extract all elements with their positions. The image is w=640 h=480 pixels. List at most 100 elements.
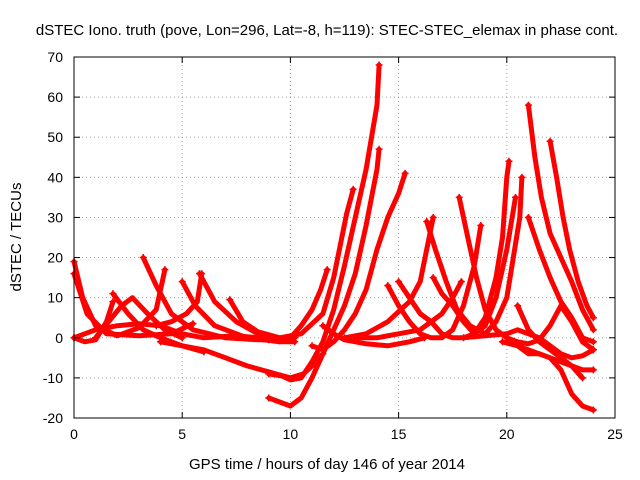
series-start-marker bbox=[384, 282, 392, 290]
series-start-marker bbox=[546, 137, 554, 145]
series-start-marker bbox=[226, 296, 234, 304]
series-end-marker bbox=[375, 61, 383, 69]
x-tick-label: 25 bbox=[607, 426, 623, 442]
series-line bbox=[342, 214, 436, 341]
series-start-marker bbox=[429, 274, 437, 282]
chart-title: dSTEC Iono. truth (pove, Lon=296, Lat=-8… bbox=[36, 22, 618, 39]
series-end-marker bbox=[349, 185, 357, 193]
x-tick-label: 10 bbox=[283, 426, 299, 442]
series-start-marker bbox=[319, 322, 327, 330]
series-start-marker bbox=[395, 278, 403, 286]
series-end-marker bbox=[579, 374, 587, 382]
series-end-marker bbox=[518, 173, 526, 181]
series-line bbox=[547, 138, 596, 321]
series-layer bbox=[70, 61, 597, 414]
series-start-marker bbox=[455, 193, 463, 201]
series-start-marker bbox=[460, 334, 468, 342]
y-tick-label: 0 bbox=[55, 330, 63, 346]
y-tick-label: 50 bbox=[47, 129, 63, 145]
y-tick-label: 70 bbox=[47, 49, 63, 65]
series-end-marker bbox=[189, 320, 197, 328]
y-tick-label: 10 bbox=[47, 290, 63, 306]
series-line bbox=[287, 267, 330, 341]
x-tick-label: 0 bbox=[70, 426, 78, 442]
y-tick-label: 60 bbox=[47, 89, 63, 105]
series-end-marker bbox=[323, 266, 331, 274]
x-tick-label: 15 bbox=[391, 426, 407, 442]
series-line bbox=[525, 214, 596, 345]
series-end-marker bbox=[401, 169, 409, 177]
series-end-marker bbox=[457, 278, 465, 286]
series-end-marker bbox=[511, 193, 519, 201]
series-start-marker bbox=[109, 290, 117, 298]
series-start-marker bbox=[423, 217, 431, 225]
series-pass-17 bbox=[319, 322, 429, 349]
series-pass-23 bbox=[429, 193, 519, 337]
y-tick-label: 40 bbox=[47, 169, 63, 185]
series-line bbox=[266, 146, 382, 409]
series-end-marker bbox=[505, 157, 513, 165]
series-end-marker bbox=[589, 346, 597, 354]
series-line bbox=[197, 271, 298, 345]
series-start-marker bbox=[286, 334, 294, 342]
series-line bbox=[320, 323, 428, 349]
series-end-marker bbox=[161, 266, 169, 274]
series-end-marker bbox=[589, 338, 597, 346]
ticks: 0 5 10 15 20 25 -20 -10 0 10 20 30 40 50 60 70 bbox=[43, 49, 623, 442]
series-line bbox=[158, 339, 326, 381]
series-start-marker bbox=[265, 394, 273, 402]
series-line bbox=[504, 339, 585, 381]
series-pass-25 bbox=[460, 327, 597, 361]
x-axis-label: GPS time / hours of day 146 of year 2014 bbox=[189, 456, 465, 473]
series-start-marker bbox=[157, 338, 165, 346]
series-pass-31 bbox=[503, 338, 587, 382]
series-start-marker bbox=[178, 278, 186, 286]
series-line bbox=[266, 62, 382, 383]
series-pass-28 bbox=[524, 213, 597, 346]
x-tick-label: 20 bbox=[499, 426, 515, 442]
series-end-marker bbox=[109, 298, 117, 306]
series-start-marker bbox=[265, 370, 273, 378]
series-end-marker bbox=[589, 314, 597, 322]
series-start-marker bbox=[308, 342, 316, 350]
series-end-marker bbox=[429, 213, 437, 221]
series-pass-12 bbox=[157, 338, 327, 381]
series-start-marker bbox=[341, 334, 348, 342]
series-start-marker bbox=[139, 254, 147, 262]
series-line bbox=[385, 223, 484, 341]
series-start-marker bbox=[152, 322, 160, 330]
series-pass-11 bbox=[226, 185, 357, 341]
series-start-marker bbox=[196, 270, 204, 278]
series-pass-27 bbox=[524, 101, 597, 334]
series-end-marker bbox=[375, 145, 383, 153]
series-start-marker bbox=[524, 213, 532, 221]
series-start-marker bbox=[514, 302, 522, 310]
series-line bbox=[515, 303, 596, 373]
series-pass-24 bbox=[384, 221, 485, 341]
y-tick-label: 30 bbox=[47, 209, 63, 225]
series-pass-13 bbox=[265, 61, 383, 383]
y-tick-label: -20 bbox=[43, 410, 63, 426]
series-start-marker bbox=[503, 338, 511, 346]
series-line bbox=[461, 327, 596, 361]
series-end-marker bbox=[589, 366, 597, 374]
series-pass-15 bbox=[286, 266, 331, 342]
series-end-marker bbox=[477, 221, 485, 229]
series-pass-16 bbox=[308, 169, 409, 353]
series-pass-10 bbox=[196, 270, 299, 345]
y-tick-label: 20 bbox=[47, 250, 63, 266]
series-end-marker bbox=[589, 406, 597, 414]
series-pass-26 bbox=[514, 302, 597, 374]
plot-frame bbox=[73, 56, 616, 419]
series-pass-29 bbox=[546, 137, 597, 322]
x-tick-label: 5 bbox=[178, 426, 186, 442]
series-pass-14 bbox=[265, 145, 383, 409]
series-line bbox=[430, 194, 518, 337]
y-axis-label: dSTEC / TECUs bbox=[8, 183, 25, 292]
series-line bbox=[309, 170, 408, 353]
y-tick-label: -10 bbox=[43, 370, 63, 386]
series-start-marker bbox=[92, 334, 100, 342]
series-line bbox=[227, 186, 356, 341]
series-end-marker bbox=[589, 326, 597, 334]
